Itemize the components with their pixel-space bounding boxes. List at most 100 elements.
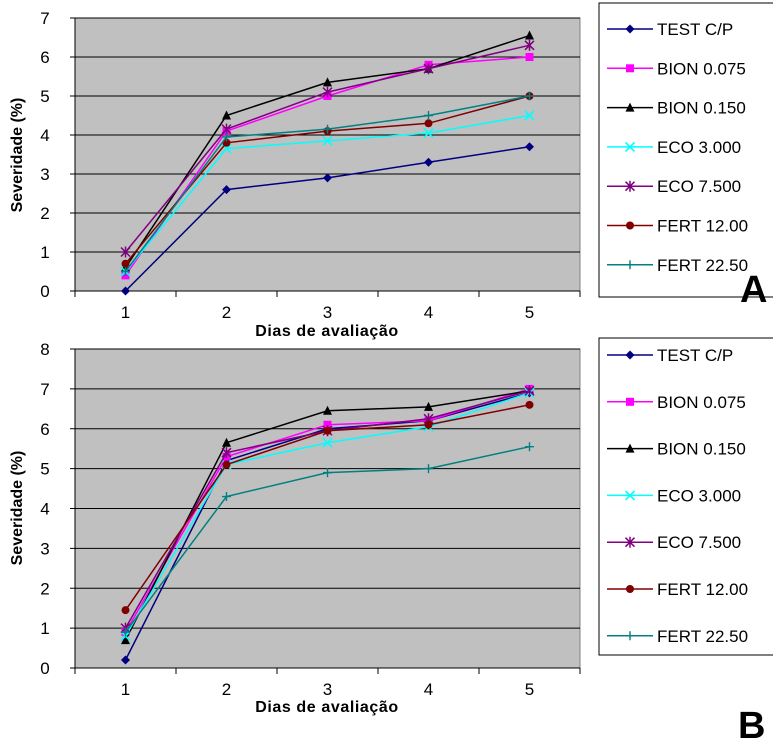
x-tick-label: 2 — [222, 303, 231, 322]
series-fert-22-50 — [121, 91, 534, 276]
y-tick-label: 1 — [40, 619, 49, 638]
data-point — [322, 86, 333, 98]
legend-label: FERT 22.50 — [657, 256, 748, 275]
data-point — [121, 606, 130, 615]
data-point — [120, 246, 131, 258]
x-tick-label: 1 — [121, 680, 130, 699]
series-fert-22-50 — [121, 442, 534, 637]
legend-item: FERT 22.50 — [607, 256, 748, 275]
y-tick-label: 0 — [40, 282, 49, 301]
legend-label: FERT 12.00 — [657, 580, 748, 599]
legend-label: ECO 3.000 — [657, 486, 741, 505]
x-tick-label: 2 — [222, 680, 231, 699]
y-axis-title: Severidade (%) — [9, 98, 26, 213]
series-test-c-p — [121, 142, 534, 296]
data-point — [525, 142, 534, 152]
legend-item: ECO 7.500 — [607, 177, 741, 196]
data-point — [524, 385, 535, 397]
x-tick-label: 3 — [323, 303, 332, 322]
y-tick-label: 2 — [40, 204, 49, 223]
legend: TEST C/P BION 0.075 BION 0.150 ECO 3.000 ECO… — [607, 20, 748, 275]
data-point — [121, 655, 130, 665]
data-point — [121, 286, 130, 296]
data-point — [424, 119, 433, 128]
y-tick-label: 0 — [40, 659, 49, 678]
legend-marker — [624, 490, 636, 501]
x-tick-label: 4 — [424, 303, 433, 322]
y-tick-label: 3 — [40, 165, 49, 184]
legend-marker — [625, 631, 635, 641]
legend-marker — [625, 350, 635, 360]
data-point — [323, 468, 332, 478]
plot-area — [74, 17, 581, 292]
legend-label: TEST C/P — [657, 20, 733, 39]
x-tick-label: 3 — [323, 680, 332, 699]
chart-panel-b: 0 1 2 3 4 5 6 7 8 1 2 3 4 5 Severidade (%) Dias de av… — [9, 337, 773, 745]
data-point — [525, 400, 534, 409]
axes: 0 1 2 3 4 5 6 7 1 2 3 4 5 — [40, 9, 581, 322]
y-tick-label: 6 — [40, 420, 49, 439]
data-point — [424, 464, 433, 474]
legend-label: ECO 7.500 — [657, 533, 741, 552]
legend-item: BION 0.075 — [607, 393, 746, 412]
series-group — [120, 384, 535, 665]
data-point — [121, 627, 130, 637]
legend-item: ECO 3.000 — [607, 138, 741, 157]
panel-label: A — [740, 269, 767, 311]
data-point — [424, 157, 433, 167]
legend-label: BION 0.150 — [657, 99, 746, 118]
data-point — [222, 110, 231, 120]
legend-item: TEST C/P — [607, 20, 733, 39]
data-point — [222, 132, 231, 142]
legend-item: FERT 22.50 — [607, 627, 748, 646]
data-point — [222, 185, 231, 195]
data-point — [322, 437, 333, 448]
legend-label: BION 0.150 — [657, 440, 746, 459]
y-tick-label: 6 — [40, 48, 49, 67]
panel-label: B — [738, 705, 765, 745]
legend-item: ECO 3.000 — [607, 486, 741, 505]
legend-item: FERT 12.00 — [607, 580, 748, 599]
data-point — [524, 39, 535, 51]
legend-item: TEST C/P — [607, 346, 733, 365]
legend-marker — [625, 443, 635, 453]
legend-item: BION 0.150 — [607, 99, 746, 118]
legend-marker — [624, 536, 636, 548]
data-point — [323, 77, 332, 87]
legend: TEST C/P BION 0.075 BION 0.150 ECO 3.000 ECO… — [607, 346, 748, 646]
data-point — [524, 110, 535, 121]
legend-label: ECO 7.500 — [657, 177, 741, 196]
legend-label: TEST C/P — [657, 346, 733, 365]
y-tick-label: 4 — [40, 126, 49, 145]
data-point — [323, 124, 332, 134]
data-point — [323, 420, 332, 429]
legend-marker — [624, 180, 636, 192]
y-tick-label: 7 — [40, 9, 49, 28]
legend-marker — [626, 585, 634, 593]
data-point — [222, 492, 231, 502]
series-eco-7-500 — [120, 39, 535, 258]
y-tick-label: 5 — [40, 87, 49, 106]
x-axis-title: Dias de avaliação — [255, 699, 399, 716]
axes: 0 1 2 3 4 5 6 7 8 1 2 3 4 5 — [40, 340, 581, 699]
series-group — [120, 30, 535, 296]
series-fert-12-00 — [121, 400, 534, 615]
data-point — [525, 53, 534, 61]
y-tick-label: 4 — [40, 500, 49, 519]
data-point — [525, 442, 534, 452]
data-point — [525, 91, 534, 101]
x-tick-label: 4 — [424, 680, 433, 699]
legend-label: ECO 3.000 — [657, 138, 741, 157]
legend-marker — [625, 260, 635, 270]
data-point — [424, 111, 433, 120]
y-tick-label: 3 — [40, 539, 49, 558]
legend-item: FERT 12.00 — [607, 217, 748, 236]
gridlines — [75, 348, 580, 629]
legend-marker — [626, 64, 634, 73]
x-tick-label: 5 — [525, 303, 534, 322]
y-tick-label: 8 — [40, 340, 49, 359]
legend-item: BION 0.075 — [607, 59, 746, 78]
y-tick-label: 2 — [40, 579, 49, 598]
legend-marker — [626, 397, 634, 406]
